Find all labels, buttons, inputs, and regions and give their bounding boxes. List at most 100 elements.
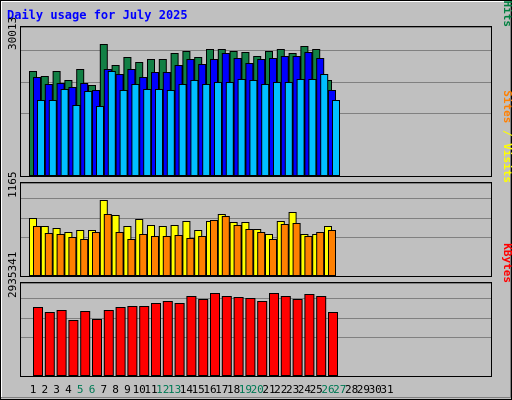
bar-sites [56,234,65,276]
x-tick-label: 17 [215,383,228,396]
bar-sites [257,232,266,276]
bar-kbytes [139,306,150,376]
bar-pages [284,82,293,176]
bar-sites [292,223,301,276]
x-tick-label: 30 [369,383,382,396]
bar-kbytes [92,319,102,376]
bar-pages [178,84,187,176]
bar-sites [233,225,242,276]
bar-sites [92,232,100,276]
bar-pages [48,100,57,176]
bar-pages [296,79,305,176]
bar-sites [221,216,230,276]
bar-sites [44,233,53,276]
x-tick-label: 26 [321,383,334,396]
x-tick-label: 1 [30,383,37,396]
bar-pages [320,74,329,176]
bar-pages [84,91,93,176]
bar-kbytes [44,312,55,376]
y-max-label: 1165 [6,172,19,199]
x-tick-labels: 1 2 3 4 5 6 7 8 9 1011121314151617181920212223242… [30,383,394,396]
x-tick-label: 28 [345,383,358,396]
bar-sites [210,220,218,276]
bar-kbytes [245,298,256,376]
bar-kbytes [233,297,244,376]
panel-frame [20,26,492,177]
bar-sites [127,239,136,276]
side-label-part: Hits [501,1,512,28]
bar-kbytes [304,294,315,376]
series-pages [37,71,340,176]
panel-visits-sites: 1165 Sites / Visits [6,90,512,277]
x-tick-label: 7 [100,383,107,396]
x-tick-label: 2 [41,383,48,396]
bar-kbytes [221,296,232,376]
panel-frame [20,182,492,277]
bar-pages [37,100,45,176]
bar-kbytes [103,310,114,376]
bar-pages [237,79,246,176]
x-tick-label: 16 [203,383,216,396]
bar-kbytes [186,296,197,376]
x-tick-label: 18 [227,383,240,396]
bar-pages [72,105,81,176]
x-tick-label: 11 [144,383,157,396]
bar-pages [249,80,258,176]
x-tick-label: 23 [286,383,299,396]
x-tick-label: 15 [192,383,205,396]
bar-sites [174,235,183,276]
bar-sites [115,232,124,276]
bar-sites [33,226,41,276]
side-label-part: Sites [501,90,512,123]
x-tick-label: 20 [251,383,264,396]
bar-sites [139,234,148,276]
x-tick-label: 24 [298,383,312,396]
bar-pages [261,84,270,176]
x-tick-label: 14 [180,383,194,396]
bar-pages [214,82,222,176]
bar-pages [308,79,317,176]
x-tick-label: 4 [65,383,72,396]
bar-pages [202,84,211,176]
chart-panels: 30013 Pages / Files / Hits 1165 Sites / Vis… [6,0,512,377]
bar-sites [186,238,195,276]
bar-sites [245,229,254,276]
x-tick-label: 6 [89,383,96,396]
bar-pages [143,89,152,176]
bar-sites [162,236,171,276]
x-tick-label: 8 [112,383,119,396]
series-side-label: Sites / Visits [501,90,512,183]
bar-pages [190,80,199,176]
bar-pages [96,106,104,176]
side-label-part: Visits [501,143,512,183]
side-label-part: KBytes [501,243,512,283]
bar-kbytes [127,306,138,376]
bar-pages [332,100,340,176]
x-tick-label: 19 [239,383,252,396]
bar-sites [304,236,313,276]
bar-kbytes [292,299,303,376]
bar-kbytes [328,312,338,376]
bar-sites [80,239,89,276]
x-tick-label: 22 [274,383,287,396]
series-kbytes [33,293,338,376]
bar-pages [225,82,234,176]
panel-hits-files-pages: 30013 Pages / Files / Hits [6,0,512,177]
side-label-part: / [501,0,512,1]
bar-kbytes [68,320,79,376]
bar-sites [198,236,207,276]
panel-kbytes: 2935341 KBytes [6,243,512,377]
y-max-label: 2935341 [6,252,19,298]
bar-kbytes [198,299,209,376]
bar-kbytes [269,293,279,376]
bar-kbytes [210,293,220,376]
series-side-label: Pages / Files / Hits [501,0,512,27]
bar-pages [166,90,175,176]
x-tick-label: 31 [380,383,393,396]
series-side-label: KBytes [501,243,512,283]
bar-sites [68,237,77,276]
bar-pages [131,84,140,176]
panel-frame [20,282,492,377]
side-label-part: / [501,123,512,143]
